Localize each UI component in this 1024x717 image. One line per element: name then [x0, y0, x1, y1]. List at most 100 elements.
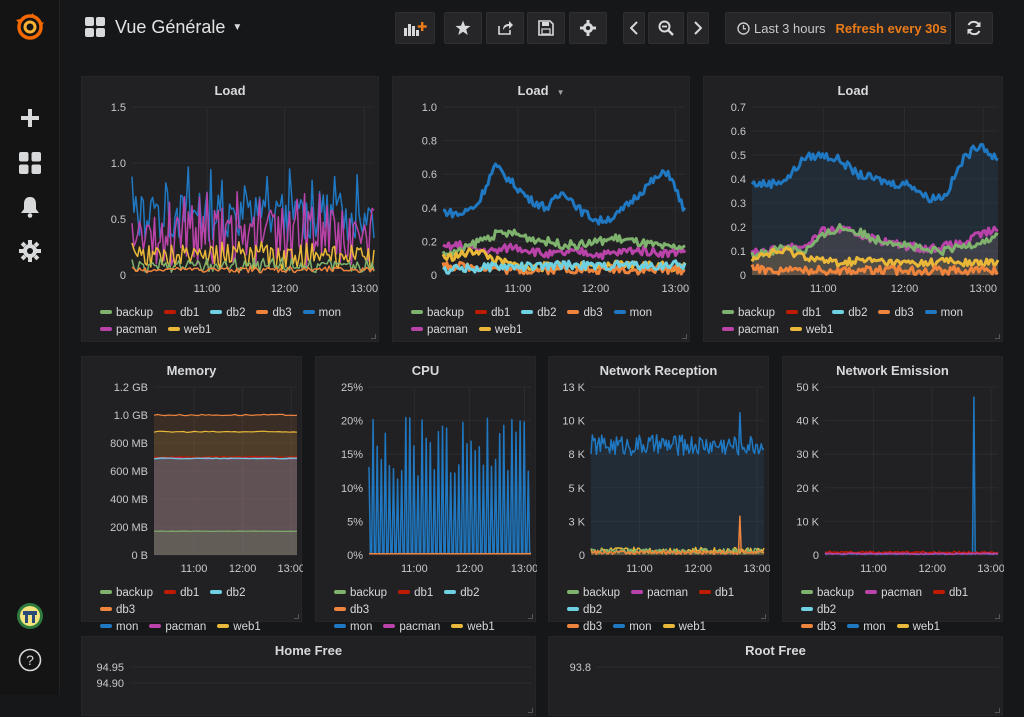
- gear-icon[interactable]: [15, 236, 45, 266]
- dashboard-picker[interactable]: Vue Générale ▼: [85, 10, 242, 44]
- legend-item-mon[interactable]: mon: [847, 619, 885, 636]
- chevron-right-icon: [694, 21, 702, 35]
- refresh-button[interactable]: [955, 12, 993, 44]
- legend-label: web1: [495, 324, 523, 336]
- legend-item-backup[interactable]: backup: [801, 585, 854, 602]
- legend-item-db1[interactable]: db1: [164, 585, 199, 602]
- legend-item-db3[interactable]: db3: [801, 619, 836, 636]
- legend-item-pacman[interactable]: pacman: [149, 619, 206, 636]
- panel-resize-handle[interactable]: [995, 614, 1000, 619]
- legend-item-db2[interactable]: db2: [832, 305, 867, 322]
- legend-item-web1[interactable]: web1: [168, 322, 212, 339]
- legend-item-mon[interactable]: mon: [614, 305, 652, 322]
- legend-item-backup[interactable]: backup: [100, 585, 153, 602]
- panel-resize-handle[interactable]: [995, 334, 1000, 339]
- legend-swatch: [897, 624, 909, 628]
- avatar-icon[interactable]: [15, 601, 45, 631]
- legend-swatch: [786, 310, 798, 314]
- legend-item-pacman[interactable]: pacman: [411, 322, 468, 339]
- legend-item-mon[interactable]: mon: [100, 619, 138, 636]
- panel-resize-handle[interactable]: [995, 708, 1000, 713]
- series-area-backup: [154, 531, 297, 555]
- legend-item-db1[interactable]: db1: [933, 585, 968, 602]
- x-tick-label: 13:00: [278, 563, 303, 575]
- legend-item-web1[interactable]: web1: [790, 322, 834, 339]
- legend-item-pacman[interactable]: pacman: [100, 322, 157, 339]
- panel-resize-handle[interactable]: [294, 614, 299, 619]
- star-button[interactable]: [444, 12, 482, 44]
- grafana-logo-icon[interactable]: [15, 12, 45, 42]
- legend-item-web1[interactable]: web1: [479, 322, 523, 339]
- legend-item-mon[interactable]: mon: [334, 619, 372, 636]
- panel-resize-handle[interactable]: [761, 614, 766, 619]
- legend-item-web1[interactable]: web1: [897, 619, 941, 636]
- legend-item-web1[interactable]: web1: [663, 619, 707, 636]
- panel-resize-handle[interactable]: [528, 614, 533, 619]
- legend-item-pacman[interactable]: pacman: [722, 322, 779, 339]
- legend: backup db1 db2 db3 mon pacman web1: [722, 305, 992, 339]
- legend-item-db1[interactable]: db1: [164, 305, 199, 322]
- legend-item-mon[interactable]: mon: [613, 619, 651, 636]
- legend-item-pacman[interactable]: pacman: [865, 585, 922, 602]
- save-button[interactable]: [527, 12, 565, 44]
- plus-icon[interactable]: [15, 103, 45, 133]
- panel-resize-handle[interactable]: [682, 334, 687, 339]
- legend-item-db3[interactable]: db3: [334, 602, 369, 619]
- time-shift-forward-button[interactable]: [687, 12, 709, 44]
- legend-item-db3[interactable]: db3: [567, 619, 602, 636]
- legend-item-db3[interactable]: db3: [567, 305, 602, 322]
- legend-item-db3[interactable]: db3: [256, 305, 291, 322]
- settings-button[interactable]: [569, 12, 607, 44]
- legend-item-db1[interactable]: db1: [786, 305, 821, 322]
- legend-item-mon[interactable]: mon: [925, 305, 963, 322]
- legend-swatch: [398, 590, 410, 594]
- zoom-out-button[interactable]: [648, 12, 684, 44]
- legend-item-db1[interactable]: db1: [475, 305, 510, 322]
- dashboards-grid-icon[interactable]: [15, 148, 45, 178]
- legend-item-db1[interactable]: db1: [699, 585, 734, 602]
- y-tick-label: 1.5: [111, 102, 126, 114]
- legend-item-db2[interactable]: db2: [521, 305, 556, 322]
- legend-item-db1[interactable]: db1: [398, 585, 433, 602]
- legend-item-mon[interactable]: mon: [303, 305, 341, 322]
- add-panel-button[interactable]: [395, 12, 435, 44]
- y-tick-label: 800 MB: [110, 438, 148, 450]
- time-shift-back-button[interactable]: [623, 12, 645, 44]
- legend-item-backup[interactable]: backup: [334, 585, 387, 602]
- bell-icon[interactable]: [15, 192, 45, 222]
- share-button[interactable]: [486, 12, 524, 44]
- legend-item-web1[interactable]: web1: [217, 619, 261, 636]
- time-picker-button[interactable]: Last 3 hours Refresh every 30s: [725, 12, 951, 44]
- panel-resize-handle[interactable]: [371, 334, 376, 339]
- help-icon[interactable]: ?: [15, 645, 45, 675]
- legend-item-db3[interactable]: db3: [100, 602, 135, 619]
- x-tick-label: 11:00: [181, 563, 208, 575]
- legend-item-db2[interactable]: db2: [444, 585, 479, 602]
- legend-label: web1: [467, 621, 495, 633]
- legend-item-db2[interactable]: db2: [801, 602, 836, 619]
- legend-item-db2[interactable]: db2: [210, 585, 245, 602]
- panel-resize-handle[interactable]: [528, 708, 533, 713]
- legend-item-pacman[interactable]: pacman: [631, 585, 688, 602]
- legend-swatch: [217, 624, 229, 628]
- legend-item-backup[interactable]: backup: [100, 305, 153, 322]
- legend-item-web1[interactable]: web1: [451, 619, 495, 636]
- legend-item-backup[interactable]: backup: [567, 585, 620, 602]
- legend-label: mon: [941, 307, 963, 319]
- legend-item-db3[interactable]: db3: [878, 305, 913, 322]
- legend-item-db2[interactable]: db2: [567, 602, 602, 619]
- legend-item-pacman[interactable]: pacman: [383, 619, 440, 636]
- legend-item-backup[interactable]: backup: [722, 305, 775, 322]
- legend-label: backup: [583, 587, 620, 599]
- legend-item-backup[interactable]: backup: [411, 305, 464, 322]
- legend-item-db2[interactable]: db2: [210, 305, 245, 322]
